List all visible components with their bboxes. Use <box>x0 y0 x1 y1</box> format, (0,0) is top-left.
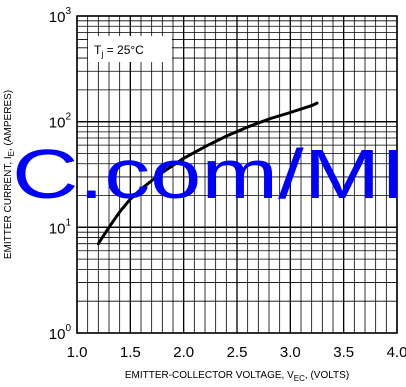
x-tick-labels: 1.0 1.5 2.0 2.5 3.0 3.5 4.0 <box>67 344 406 361</box>
y-tick-labels: 100 101 102 103 <box>49 6 72 343</box>
x-tick-label: 2.5 <box>227 344 248 361</box>
x-tick-label: 2.0 <box>173 344 194 361</box>
temperature-annotation: Tj = 25°C <box>94 43 144 59</box>
watermark-text: C.com/MI <box>12 135 406 213</box>
y-axis-label: EMITTER CURRENT, IE, (AMPERES) <box>3 90 16 259</box>
y-tick-label: 103 <box>49 6 72 26</box>
y-tick-label: 101 <box>49 217 72 237</box>
y-tick-label: 102 <box>49 112 72 132</box>
plot-frame <box>76 15 398 334</box>
series-line <box>96 101 319 246</box>
annotation-box <box>88 36 172 62</box>
x-tick-label: 3.0 <box>280 344 301 361</box>
y-tick-label: 100 <box>49 323 72 343</box>
x-tick-label: 4.0 <box>387 344 406 361</box>
x-tick-label: 3.5 <box>333 344 354 361</box>
x-tick-label: 1.5 <box>120 344 141 361</box>
x-tick-label: 1.0 <box>67 344 88 361</box>
x-axis-label: EMITTER-COLLECTOR VOLTAGE, VEC, (VOLTS) <box>125 370 349 383</box>
